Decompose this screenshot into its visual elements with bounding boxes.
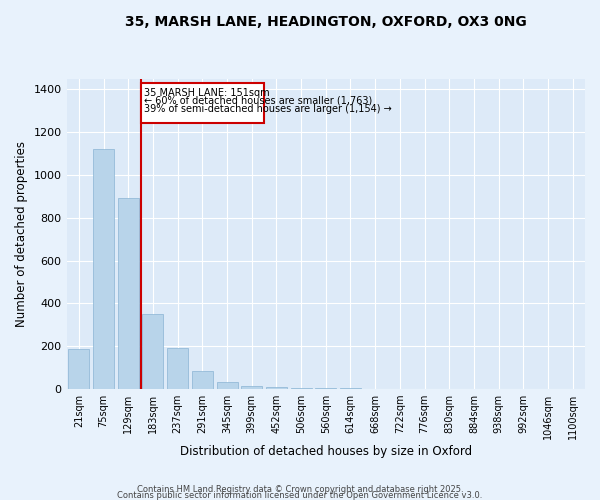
Y-axis label: Number of detached properties: Number of detached properties	[15, 141, 28, 327]
Bar	[241, 386, 262, 389]
Bar	[192, 370, 213, 389]
Text: Contains public sector information licensed under the Open Government Licence v3: Contains public sector information licen…	[118, 490, 482, 500]
Text: 39% of semi-detached houses are larger (1,154) →: 39% of semi-detached houses are larger (…	[145, 104, 392, 115]
Bar	[290, 388, 311, 389]
Title: 35, MARSH LANE, HEADINGTON, OXFORD, OX3 0NG: 35, MARSH LANE, HEADINGTON, OXFORD, OX3 …	[125, 15, 527, 29]
Text: 35 MARSH LANE: 151sqm: 35 MARSH LANE: 151sqm	[145, 88, 270, 98]
Bar	[118, 198, 139, 389]
Bar	[315, 388, 336, 389]
Bar	[167, 348, 188, 389]
Bar	[93, 150, 114, 389]
Bar	[217, 382, 238, 389]
Text: Contains HM Land Registry data © Crown copyright and database right 2025.: Contains HM Land Registry data © Crown c…	[137, 484, 463, 494]
Bar	[140, 83, 264, 122]
Text: ← 60% of detached houses are smaller (1,763): ← 60% of detached houses are smaller (1,…	[145, 96, 373, 106]
X-axis label: Distribution of detached houses by size in Oxford: Distribution of detached houses by size …	[180, 444, 472, 458]
Bar	[68, 350, 89, 389]
Bar	[266, 387, 287, 389]
Bar	[142, 314, 163, 389]
